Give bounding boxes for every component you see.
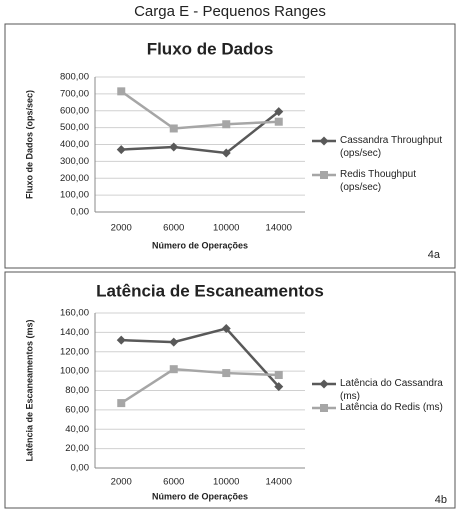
line-marker: [169, 337, 179, 347]
line: [120, 90, 279, 130]
legend-entry: Redis Thoughput (ops/sec): [340, 169, 416, 193]
x-axis-title: Número de Operações: [152, 240, 248, 250]
line-marker: [116, 335, 126, 345]
y-tick-label: 140,00: [60, 327, 89, 338]
y-tick-label: 800,00: [60, 72, 89, 83]
x-tick-label: 2000: [111, 223, 132, 234]
line-marker: [117, 399, 126, 408]
line-marker: [274, 371, 283, 379]
line: [121, 327, 280, 388]
x-tick-label: 2000: [111, 477, 132, 488]
x-axis-title: Número de Operações: [152, 491, 248, 501]
panel-frame: [4, 271, 456, 509]
line-marker: [274, 382, 284, 392]
legend-label: Cassandra Throughput (ops/sec): [340, 135, 443, 159]
x-tick-label: 10000: [213, 477, 239, 488]
line-marker: [169, 365, 178, 374]
y-tick-label: 200,00: [60, 173, 89, 184]
y-tick-label: 80,00: [65, 385, 89, 396]
x-tick-label: 6000: [163, 477, 184, 488]
y-tick-label: 120,00: [60, 346, 89, 357]
line-marker: [320, 171, 328, 179]
line-marker: [221, 324, 231, 333]
x-tick-label: 6000: [163, 223, 184, 234]
line: [121, 110, 280, 155]
line-marker: [117, 87, 126, 96]
line-marker: [320, 404, 328, 412]
y-tick-label: 100,00: [60, 366, 89, 377]
line: [120, 367, 279, 405]
line-marker: [274, 107, 284, 117]
legend-entry: Latência do Redis (ms): [340, 402, 443, 413]
legend-entry: Latência do Cassandra (ms): [340, 378, 443, 402]
y-tick-label: 500,00: [60, 122, 89, 133]
y-tick-label: 40,00: [65, 424, 89, 435]
legend-label: Redis Thoughput (ops/sec): [340, 169, 416, 193]
panel-label: 4b: [435, 494, 447, 506]
chart-title: Fluxo de Dados: [147, 39, 274, 58]
x-tick-label: 10000: [213, 223, 239, 234]
line-marker: [222, 120, 231, 129]
legend-entry: Cassandra Throughput (ops/sec): [340, 135, 443, 159]
line-marker: [169, 124, 178, 133]
y-tick-label: 60,00: [65, 404, 89, 415]
figure-title: Carga E - Pequenos Ranges: [134, 3, 326, 20]
y-tick-label: 700,00: [60, 88, 89, 99]
line-marker: [274, 117, 283, 126]
legend-label: Latência do Cassandra (ms): [340, 378, 443, 402]
chart-title: Latência de Escaneamentos: [96, 281, 324, 300]
y-axis-title: Latência de Escaneamentos (ms): [24, 319, 34, 461]
panel-frame: [4, 23, 456, 269]
legend-label: Latência do Redis (ms): [340, 402, 443, 413]
line-marker: [222, 369, 231, 378]
line-marker: [221, 148, 231, 158]
y-tick-label: 0,00: [71, 207, 90, 218]
line-marker: [169, 142, 179, 152]
y-tick-label: 600,00: [60, 105, 89, 116]
y-tick-label: 300,00: [60, 156, 89, 167]
y-tick-label: 160,00: [60, 308, 89, 319]
x-tick-label: 14000: [266, 223, 292, 234]
y-tick-label: 100,00: [60, 190, 89, 201]
y-axis-title: Fluxo de Dados (ops/sec): [24, 90, 34, 199]
y-tick-label: 0,00: [71, 463, 90, 474]
line-marker: [116, 145, 126, 155]
panel-label: 4a: [428, 249, 441, 261]
line-marker: [319, 379, 329, 389]
y-tick-label: 400,00: [60, 139, 89, 150]
y-tick-label: 20,00: [65, 443, 89, 454]
x-tick-label: 14000: [266, 477, 292, 488]
line-marker: [319, 136, 329, 146]
